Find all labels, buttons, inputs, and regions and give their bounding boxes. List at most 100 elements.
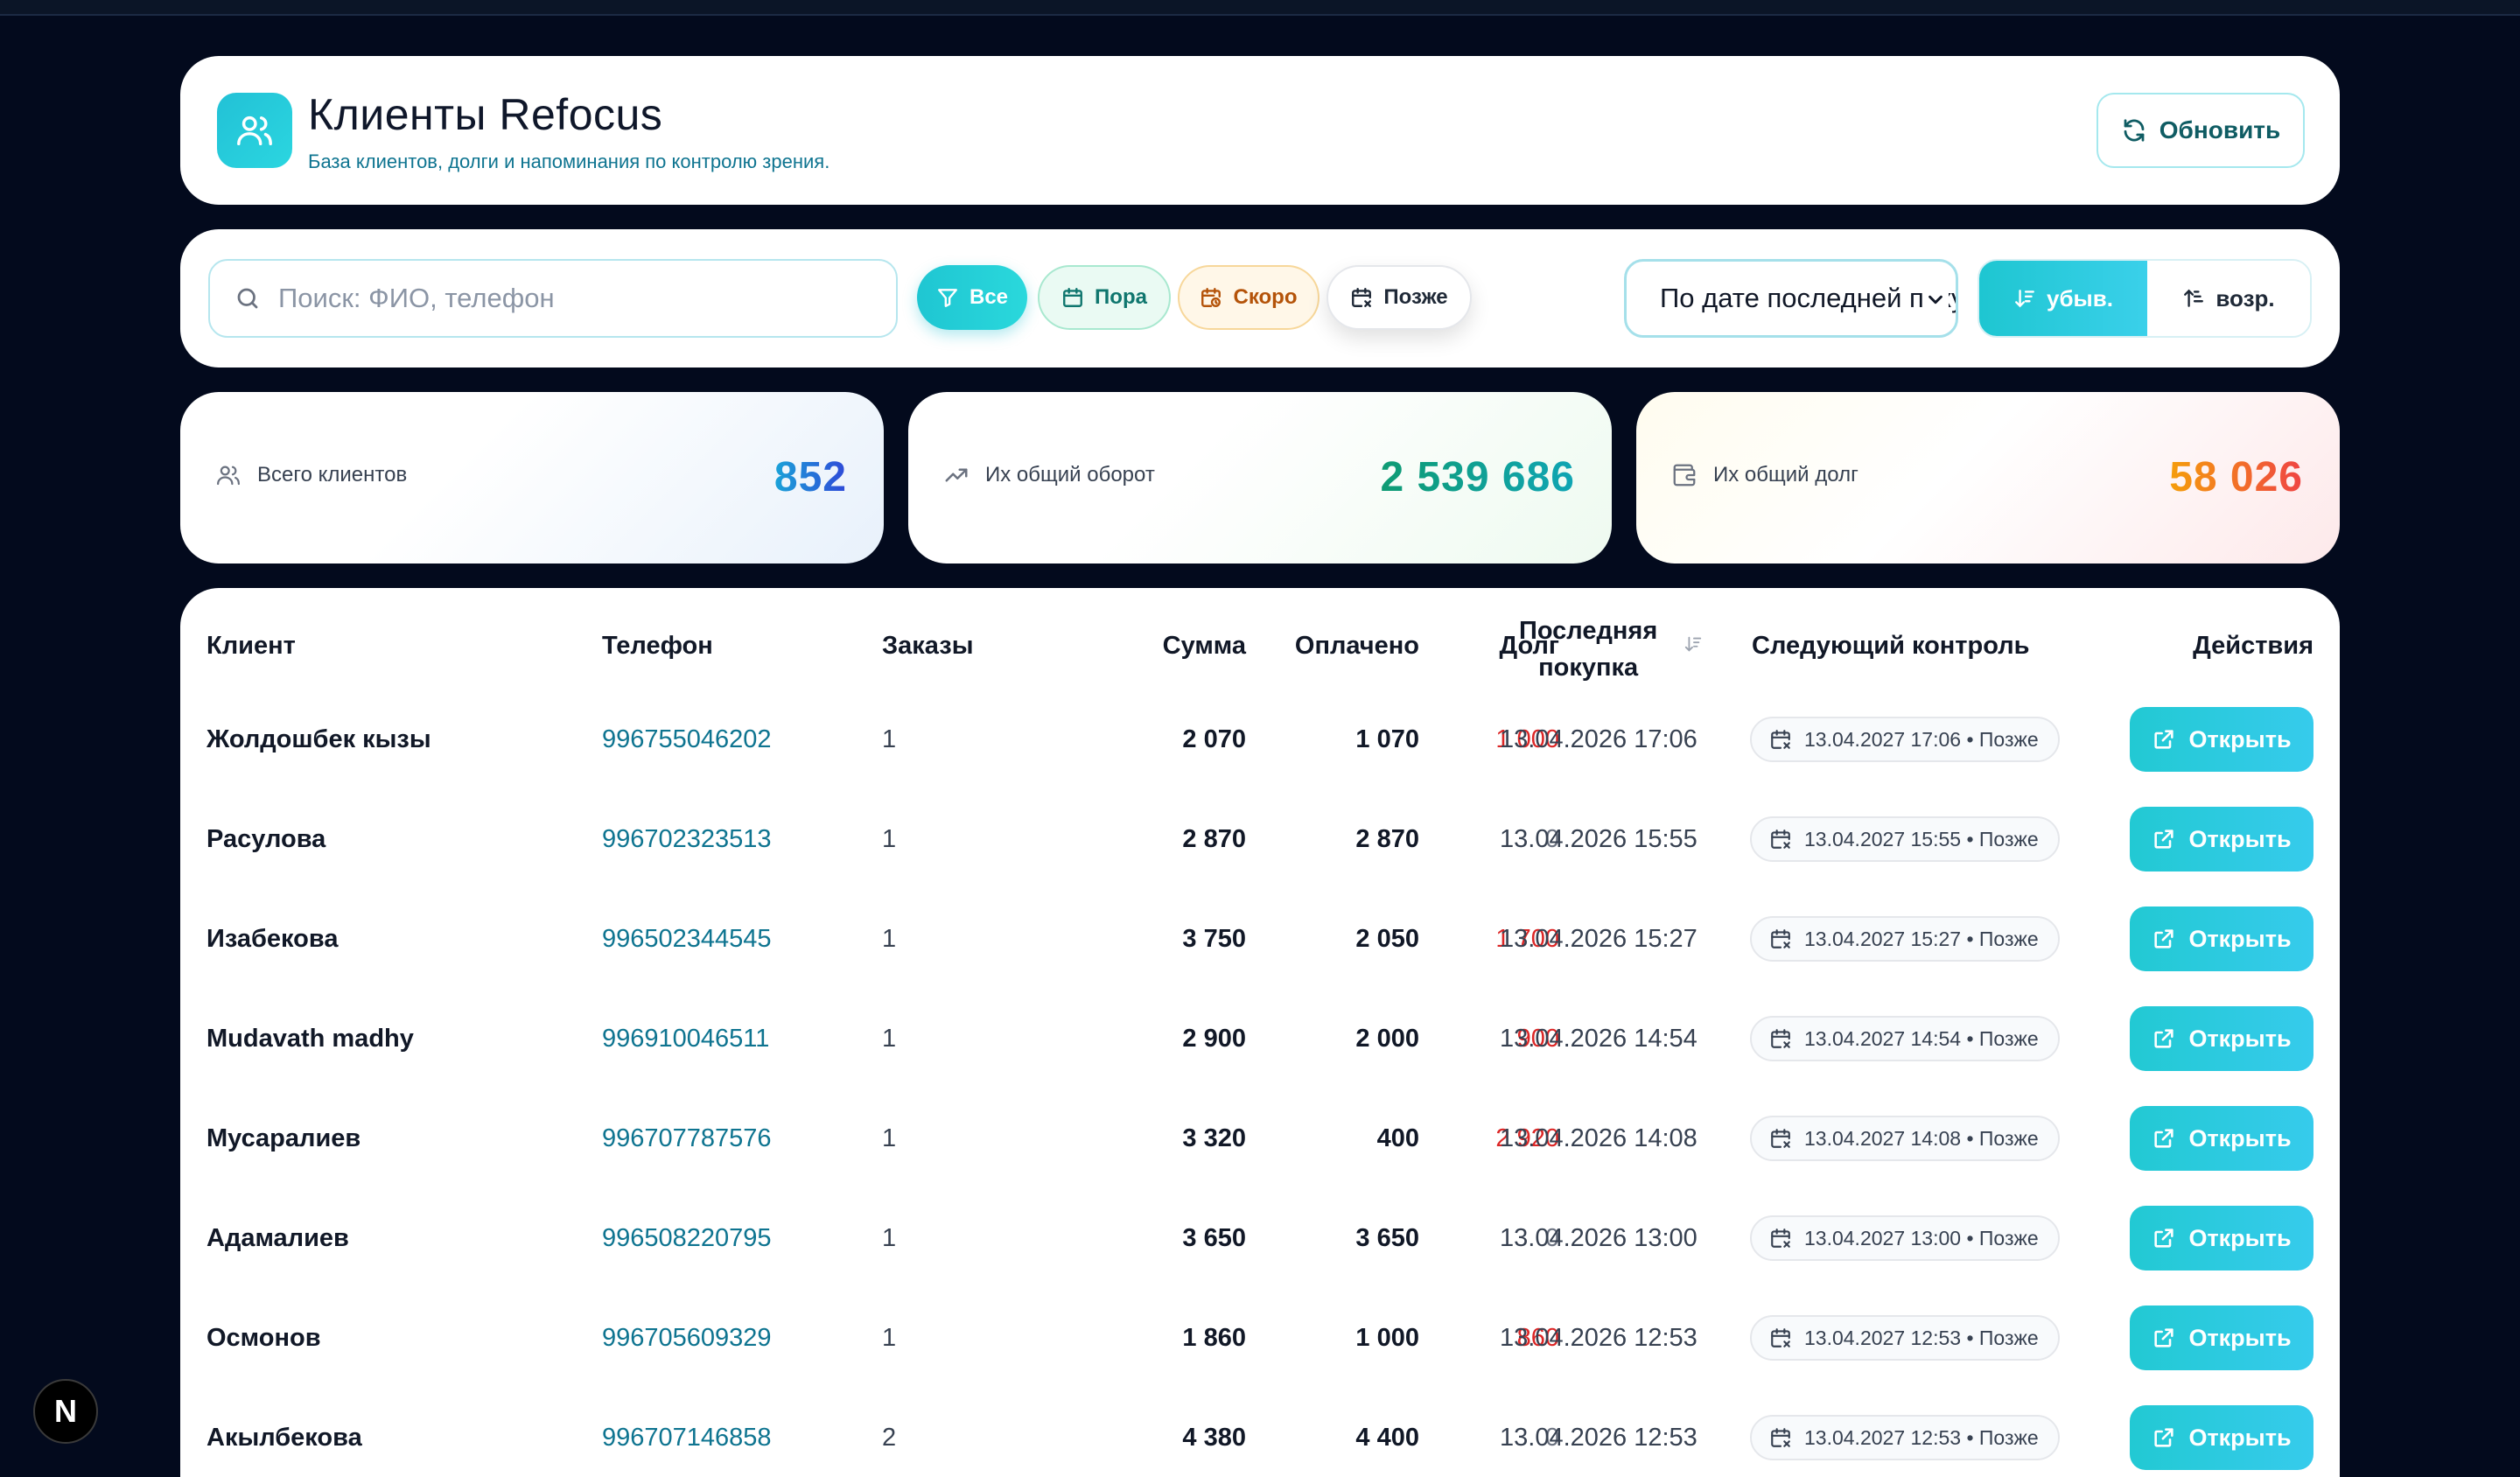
column-header-next-control[interactable]: Следующий контроль <box>1752 632 2030 660</box>
calendar-x-icon <box>1771 1228 1790 1248</box>
open-button-label: Открыть <box>2188 925 2292 952</box>
users-icon <box>217 93 292 168</box>
paid-amount: 1 000 <box>1355 1323 1419 1352</box>
column-header-debt[interactable]: Долг <box>1499 632 1559 660</box>
calendar-icon <box>1063 288 1082 307</box>
order-sum: 3 320 <box>1182 1124 1246 1152</box>
column-header-paid[interactable]: Оплачено <box>1294 632 1419 660</box>
paid-amount: 1 070 <box>1355 724 1419 753</box>
open-client-button[interactable]: Открыть <box>2130 1206 2314 1270</box>
calendar-x-icon <box>1352 288 1372 307</box>
open-client-button[interactable]: Открыть <box>2130 1006 2314 1071</box>
order-sum: 3 650 <box>1182 1223 1246 1252</box>
table-row[interactable]: Mudavath madhy 996910046511 1 2 900 2 000 900… <box>180 989 2340 1088</box>
table-row[interactable]: Расулова 996702323513 1 2 870 2 870 0 13.04.20… <box>180 789 2340 889</box>
table-row[interactable]: Изабекова 996502344545 1 3 750 2 050 1 700 13.… <box>180 889 2340 989</box>
column-header-phone[interactable]: Телефон <box>602 632 713 660</box>
table-row[interactable]: Акылбекова 996707146858 2 4 380 4 400 0 13.04.… <box>180 1388 2340 1477</box>
paid-amount: 2 050 <box>1355 924 1419 953</box>
next-dev-badge[interactable]: N <box>33 1379 98 1444</box>
next-control-badge: 13.04.2027 14:54 • Позже <box>1750 1016 2060 1061</box>
external-link-icon <box>2154 730 2174 749</box>
users-icon <box>217 466 240 486</box>
orders-count: 1 <box>882 824 897 853</box>
next-control-badge: 13.04.2027 12:53 • Позже <box>1750 1415 2060 1460</box>
filter-chip-soon[interactable]: Скоро <box>1178 265 1320 330</box>
filter-chip-now[interactable]: Пора <box>1038 265 1171 330</box>
next-control-badge: 13.04.2027 14:08 • Позже <box>1750 1116 2060 1161</box>
next-control-text: 13.04.2027 14:54 • Позже <box>1804 1026 2039 1050</box>
next-control-text: 13.04.2027 13:00 • Позже <box>1804 1226 2039 1250</box>
client-name: Изабекова <box>206 924 339 953</box>
calendar-x-icon <box>1771 730 1790 749</box>
calendar-x-icon <box>1771 1328 1790 1348</box>
external-link-icon <box>2154 1129 2174 1148</box>
client-phone-link[interactable]: 996910046511 <box>602 1024 770 1053</box>
sort-asc-label: возр. <box>2216 284 2275 312</box>
paid-amount: 400 <box>1376 1124 1419 1152</box>
wallet-icon <box>1673 464 1696 486</box>
paid-amount: 4 400 <box>1355 1423 1419 1452</box>
sort-asc-button[interactable]: возр. <box>2147 261 2310 336</box>
client-name: Жолдошбек кызы <box>206 724 431 753</box>
sort-desc-indicator-icon[interactable] <box>1684 632 1703 661</box>
stat-card-clients: Всего клиентов 852 <box>180 392 884 564</box>
open-client-button[interactable]: Открыть <box>2130 1106 2314 1171</box>
trending-up-icon <box>945 468 968 482</box>
client-phone-link[interactable]: 996502344545 <box>602 924 772 953</box>
filter-chip-all[interactable]: Все <box>917 265 1027 330</box>
client-phone-link[interactable]: 996707146858 <box>602 1423 772 1452</box>
open-client-button[interactable]: Открыть <box>2130 1405 2314 1470</box>
page-header: Клиенты Refocus База клиентов, долги и н… <box>180 56 2340 205</box>
sort-select[interactable]: По дате последней покупки <box>1624 259 1958 338</box>
open-client-button[interactable]: Открыть <box>2130 1306 2314 1370</box>
next-control-badge: 13.04.2027 15:27 • Позже <box>1750 916 2060 962</box>
orders-count: 1 <box>882 1323 897 1352</box>
table-row[interactable]: Осмонов 996705609329 1 1 860 1 000 860 13.04.2… <box>180 1288 2340 1388</box>
table-row[interactable]: Жолдошбек кызы 996755046202 1 2 070 1 070 1 0… <box>180 690 2340 789</box>
paid-amount: 2 000 <box>1355 1024 1419 1053</box>
debt-amount: 0 <box>1544 824 1559 853</box>
external-link-icon <box>2154 929 2174 948</box>
debt-amount: 2 920 <box>1495 1124 1559 1152</box>
stat-value: 58 026 <box>2169 454 2303 500</box>
sort-select-value: По дате последней покупки <box>1660 283 1956 313</box>
column-header-orders[interactable]: Заказы <box>882 632 974 660</box>
last-purchase-date: 13.04.2026 17:06 <box>1500 724 1698 753</box>
order-sum: 2 070 <box>1182 724 1246 753</box>
search-placeholder: Поиск: ФИО, телефон <box>278 283 555 313</box>
debt-amount: 1 700 <box>1495 924 1559 953</box>
orders-count: 1 <box>882 1024 897 1053</box>
table-row[interactable]: Адамалиев 996508220795 1 3 650 3 650 0 13.04.2… <box>180 1188 2340 1288</box>
last-purchase-date: 13.04.2026 14:08 <box>1500 1124 1698 1152</box>
stat-card-turnover: Их общий оборот 2 539 686 <box>908 392 1612 564</box>
refresh-button-label: Обновить <box>2159 116 2281 144</box>
client-phone-link[interactable]: 996705609329 <box>602 1323 772 1352</box>
open-button-label: Открыть <box>2188 1424 2292 1451</box>
orders-count: 1 <box>882 1223 897 1252</box>
client-name: Осмонов <box>206 1323 321 1352</box>
refresh-button[interactable]: Обновить <box>2096 93 2305 168</box>
next-control-badge: 13.04.2027 12:53 • Позже <box>1750 1315 2060 1361</box>
client-phone-link[interactable]: 996755046202 <box>602 724 772 753</box>
client-name: Акылбекова <box>206 1423 362 1452</box>
filter-chip-all-label: Все <box>969 285 1009 309</box>
open-button-label: Открыть <box>2188 825 2292 852</box>
filter-chip-later[interactable]: Позже <box>1326 265 1472 330</box>
table-row[interactable]: Мусаралиев 996707787576 1 3 320 400 2 920 13.0… <box>180 1088 2340 1188</box>
client-phone-link[interactable]: 996702323513 <box>602 824 772 853</box>
column-header-client[interactable]: Клиент <box>206 632 296 660</box>
open-client-button[interactable]: Открыть <box>2130 906 2314 971</box>
open-client-button[interactable]: Открыть <box>2130 707 2314 772</box>
client-phone-link[interactable]: 996508220795 <box>602 1223 772 1252</box>
search-input[interactable]: Поиск: ФИО, телефон <box>208 259 898 338</box>
client-phone-link[interactable]: 996707787576 <box>602 1124 772 1152</box>
sort-desc-button[interactable]: убыв. <box>1979 261 2147 336</box>
column-header-sum[interactable]: Сумма <box>1162 632 1246 660</box>
open-button-label: Открыть <box>2188 1324 2292 1351</box>
column-header-last-purchase[interactable]: Последняя покупка <box>1519 612 1657 686</box>
column-header-last-line1: Последняя <box>1519 617 1658 645</box>
open-client-button[interactable]: Открыть <box>2130 807 2314 872</box>
filter-chip-later-label: Позже <box>1383 285 1448 309</box>
next-control-text: 13.04.2027 15:27 • Позже <box>1804 927 2039 950</box>
